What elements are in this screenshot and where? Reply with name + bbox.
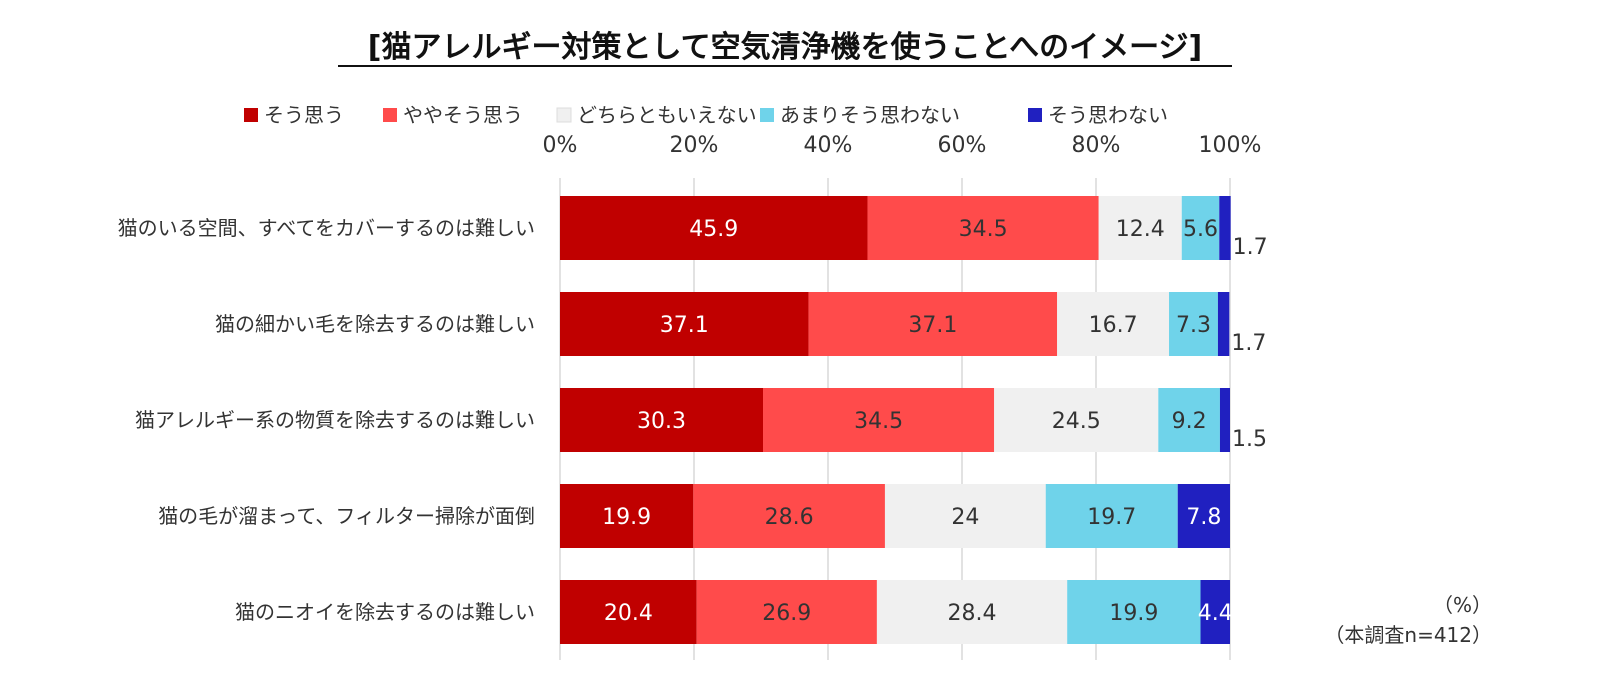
data-label: 34.5 [854, 409, 903, 434]
data-label: 5.6 [1183, 217, 1218, 242]
x-tick-label: 80% [1072, 133, 1121, 158]
data-label: 37.1 [908, 313, 957, 338]
data-label: 45.9 [689, 217, 738, 242]
data-label: 7.3 [1176, 313, 1211, 338]
category-label: 猫の毛が溜まって、フィルター掃除が面倒 [158, 504, 535, 528]
bar-segment [560, 580, 697, 644]
data-label: 12.4 [1116, 217, 1165, 242]
bar-segment [1169, 292, 1218, 356]
bar-segment [1200, 580, 1230, 644]
x-tick-label: 60% [938, 133, 987, 158]
bar-segment [560, 484, 694, 548]
bar-segment [808, 292, 1058, 356]
category-label: 猫の細かい毛を除去するのは難しい [215, 312, 535, 336]
sample-size-note: （本調査n=412） [1324, 623, 1492, 647]
legend-label: そう思う [264, 103, 344, 127]
data-label: 19.9 [1109, 601, 1158, 626]
bar-segment [693, 484, 885, 548]
legend-label: どちらともいえない [577, 103, 757, 127]
data-label: 1.7 [1231, 331, 1266, 356]
bar-segment [1217, 292, 1230, 356]
bar-segment [763, 388, 995, 452]
data-label: 28.6 [765, 505, 814, 530]
legend-swatch [556, 107, 572, 123]
legend-swatch [1028, 108, 1042, 122]
category-label: 猫のいる空間、すべてをカバーするのは難しい [118, 216, 535, 240]
bar-segment [560, 388, 764, 452]
data-label: 19.9 [602, 505, 651, 530]
bars [560, 196, 1231, 644]
value-labels: 45.9 34.5 12.4 5.6 1.7 37.1 37.1 16.7 7.3 1.7 30.3… [602, 217, 1267, 626]
data-label: 16.7 [1089, 313, 1138, 338]
legend-swatch [244, 108, 258, 122]
legend-label: ややそう思う [403, 103, 523, 127]
category-labels: 猫のいる空間、すべてをカバーするのは難しい猫の細かい毛を除去するのは難しい猫アレ… [118, 216, 535, 624]
legend-label: あまりそう思わない [780, 103, 960, 127]
x-axis-ticks: 0% 20% 40% 60% 80% 100% [543, 133, 1262, 158]
bar-segment [1067, 580, 1201, 644]
bar-segment [1158, 388, 1220, 452]
bar-segment [1098, 196, 1182, 260]
bar-segment [867, 196, 1099, 260]
data-label: 9.2 [1172, 409, 1207, 434]
category-label: 猫アレルギー系の物質を除去するのは難しい [135, 408, 535, 432]
legend-swatch [760, 108, 774, 122]
data-label: 1.5 [1232, 427, 1267, 452]
legend: そう思う ややそう思う どちらともいえない あまりそう思わない そう思わない [244, 103, 1168, 127]
data-label: 26.9 [762, 601, 811, 626]
data-label: 19.7 [1087, 505, 1136, 530]
bar-segment [1181, 196, 1220, 260]
legend-label: そう思わない [1048, 103, 1168, 127]
bar-segment [1045, 484, 1178, 548]
data-label: 20.4 [604, 601, 653, 626]
bar-segment [884, 484, 1046, 548]
data-label: 24.5 [1052, 409, 1101, 434]
bar-segment [1177, 484, 1230, 548]
x-tick-label: 0% [543, 133, 578, 158]
data-label: 37.1 [660, 313, 709, 338]
bar-segment [994, 388, 1159, 452]
data-label: 4.4 [1198, 601, 1233, 626]
bar-segment [1219, 196, 1231, 260]
data-label: 28.4 [948, 601, 997, 626]
data-label: 1.7 [1233, 235, 1268, 260]
bar-segment [1057, 292, 1170, 356]
bar-segment [696, 580, 877, 644]
bar-segment [1219, 388, 1230, 452]
data-label: 34.5 [959, 217, 1008, 242]
data-label: 30.3 [637, 409, 686, 434]
chart-notes: （%） （本調査n=412） [1324, 593, 1492, 647]
data-label: 24 [951, 505, 979, 530]
legend-swatch [383, 108, 397, 122]
unit-note: （%） [1433, 593, 1492, 617]
bar-segment [560, 196, 868, 260]
bar-segment [560, 292, 809, 356]
x-tick-label: 40% [804, 133, 853, 158]
x-tick-label: 20% [670, 133, 719, 158]
category-label: 猫のニオイを除去するのは難しい [235, 600, 535, 624]
bar-segment [876, 580, 1068, 644]
x-tick-label: 100% [1199, 133, 1262, 158]
chart-title: [猫アレルギー対策として空気清浄機を使うことへのイメージ] [368, 30, 1202, 65]
data-label: 7.8 [1186, 505, 1221, 530]
